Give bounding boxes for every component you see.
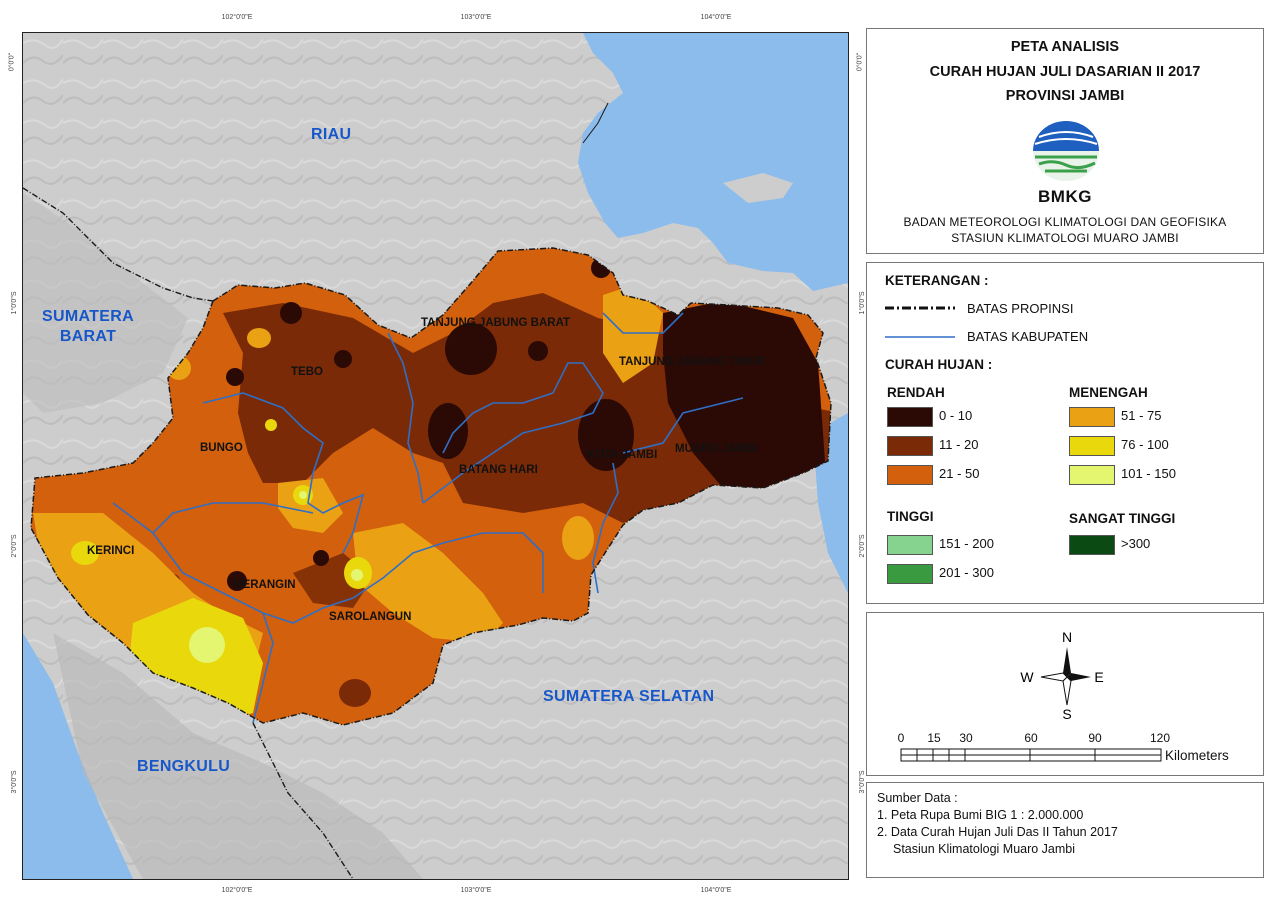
source-line-1: 1. Peta Rupa Bumi BIG 1 : 2.000.000 (877, 808, 1084, 822)
station-name: STASIUN KLIMATOLOGI MUARO JAMBI (951, 231, 1179, 245)
legend-label-151-200: 151 - 200 (939, 536, 994, 551)
legend-panel: KETERANGAN : BATAS PROPINSI BATAS KABUPA… (866, 262, 1264, 604)
legend-swatch-101-150 (1069, 465, 1115, 485)
latitude-tick-3s: 3°0'0"S (10, 770, 18, 794)
map-title-line1: PETA ANALISIS (1010, 39, 1120, 55)
longitude-tick-102-bottom: 102°0'0"E (221, 887, 253, 894)
longitude-tick-102: 102°0'0"E (221, 14, 253, 21)
map-title-line2: CURAH HUJAN JULI DASARIAN II 2017 (929, 64, 1201, 80)
legend-curah-hujan: CURAH HUJAN : (885, 357, 993, 372)
district-label-bungo: BUNGO (200, 442, 243, 454)
jambi-province-boundary (30, 247, 832, 726)
source-heading: Sumber Data : (877, 791, 958, 805)
scale-tick-15: 15 (927, 731, 941, 745)
legend-swatch-0-10 (887, 407, 933, 427)
bmkg-logo-text: BMKG (1038, 187, 1092, 206)
bmkg-logo-icon (1033, 121, 1099, 181)
longitude-tick-103: 103°0'0"E (460, 14, 492, 21)
legend-label-11-20: 11 - 20 (939, 437, 979, 452)
district-label-kota-jambi: KOTA JAMBI (587, 449, 658, 461)
legend-heading: KETERANGAN : (885, 273, 989, 288)
rainfall-surface (31, 248, 831, 725)
legend-swatch-51-75 (1069, 407, 1115, 427)
riau-sumbar-boundary (23, 187, 214, 302)
district-label-kerinci: KERINCI (87, 545, 135, 557)
source-panel: Sumber Data : 1. Peta Rupa Bumi BIG 1 : … (866, 782, 1264, 878)
longitude-tick-104-bottom: 104°0'0"E (700, 887, 732, 894)
longitude-tick-103-bottom: 103°0'0"E (460, 887, 492, 894)
district-label-tanjung-jabung-barat: TANJUNG JABUNG BARAT (421, 317, 571, 329)
scale-tick-0: 0 (897, 731, 905, 745)
region-label-riau: RIAU (311, 126, 352, 143)
region-label-sumatera-barat: SUMATERA BARAT (42, 308, 134, 345)
legend-swatch-76-100 (1069, 436, 1115, 456)
island (723, 173, 793, 203)
source-line-2: 2. Data Curah Hujan Juli Das II Tahun 20… (877, 825, 1118, 839)
district-label-batang-hari: BATANG HARI (459, 464, 538, 476)
district-label-sarolangun: SAROLANGUN (329, 611, 412, 623)
legend-label-51-75: 51 - 75 (1121, 408, 1162, 423)
legend-group-tinggi: TINGGI (887, 509, 934, 524)
legend-group-menengah: MENENGAH (1069, 385, 1148, 400)
bengkulu-sumsel-boundary (252, 722, 354, 879)
legend-group-sangat-tinggi: SANGAT TINGGI (1069, 511, 1176, 526)
region-label-bengkulu: BENGKULU (137, 758, 231, 775)
compass-s: S (1062, 706, 1071, 721)
legend-label-101-150: 101 - 150 (1121, 466, 1176, 481)
source-line-3: Stasiun Klimatologi Muaro Jambi (893, 842, 1076, 856)
district-label-tanjung-jabung-timur: TANJUNG JABUNG TIMUR (619, 356, 766, 368)
compass-e: E (1094, 669, 1103, 685)
legend-group-rendah: RENDAH (887, 385, 945, 400)
scale-tick-30: 30 (959, 731, 973, 745)
scale-bar (900, 748, 1162, 762)
district-boundaries (112, 312, 744, 724)
legend-batas-propinsi: BATAS PROPINSI (967, 301, 1074, 316)
barisan-ridge-north (23, 193, 188, 413)
province-boundary-line-icon (885, 306, 955, 310)
district-label-merangin: MERANGIN (233, 579, 296, 591)
legend-label-300-plus: >300 (1121, 536, 1151, 551)
legend-swatch-201-300 (887, 564, 933, 584)
latitude-tick-1s: 1°0'0"S (10, 291, 18, 315)
scale-unit: Kilometers (1165, 748, 1229, 763)
compass-scale-panel: N S W E 0 15 30 60 90 120 Kilometers (866, 612, 1264, 776)
north-arrow-icon: N S W E (1020, 631, 1103, 721)
scale-tick-120: 120 (1149, 731, 1171, 745)
barisan-ridge-south (53, 633, 423, 879)
legend-label-76-100: 76 - 100 (1121, 437, 1169, 452)
district-boundary-line-icon (885, 336, 955, 338)
legend-swatch-11-20 (887, 436, 933, 456)
latitude-tick-1s-right: 1°0'0"S (858, 291, 866, 315)
district-label-tebo: TEBO (291, 366, 323, 378)
coast-line (582, 102, 609, 144)
title-panel: PETA ANALISIS CURAH HUJAN JULI DASARIAN … (866, 28, 1264, 254)
rainfall-map[interactable]: RIAU SUMATERA BARAT SUMATERA SELATAN BEN… (22, 32, 849, 880)
map-canvas (23, 33, 848, 879)
compass-n: N (1062, 631, 1072, 645)
region-label-sumatera-selatan: SUMATERA SELATAN (543, 688, 715, 705)
compass-w: W (1020, 669, 1034, 685)
scale-tick-60: 60 (1024, 731, 1038, 745)
map-title-line3: PROVINSI JAMBI (1005, 88, 1125, 104)
legend-label-21-50: 21 - 50 (939, 466, 980, 481)
scale-tick-90: 90 (1088, 731, 1102, 745)
longitude-tick-104: 104°0'0"E (700, 14, 732, 21)
legend-batas-kabupaten: BATAS KABUPATEN (967, 329, 1089, 344)
agency-name: BADAN METEOROLOGI KLIMATOLOGI DAN GEOFIS… (903, 215, 1227, 229)
sea-west (23, 633, 133, 879)
latitude-tick-2s-right: 2°0'0"S (858, 534, 866, 558)
sea-east (578, 33, 848, 291)
latitude-tick-0-right: 0°0'0" (856, 52, 864, 72)
legend-label-201-300: 201 - 300 (939, 565, 994, 580)
legend-swatch-300-plus (1069, 535, 1115, 555)
legend-swatch-21-50 (887, 465, 933, 485)
latitude-tick-0: 0°0'0" (8, 52, 16, 72)
latitude-tick-3s-right: 3°0'0"S (858, 770, 866, 794)
legend-swatch-151-200 (887, 535, 933, 555)
latitude-tick-2s: 2°0'0"S (10, 534, 18, 558)
legend-label-0-10: 0 - 10 (939, 408, 973, 423)
district-label-muaro-jambi: MUARO JAMBI (675, 443, 758, 455)
